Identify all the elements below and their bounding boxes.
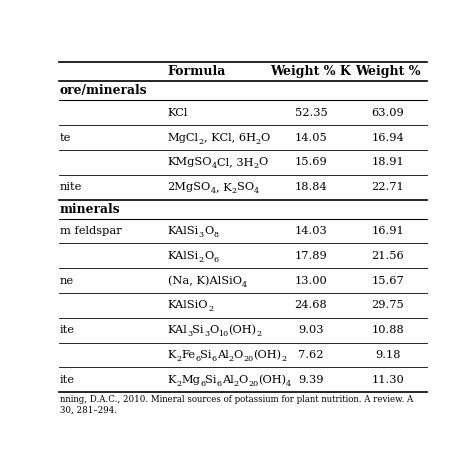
Text: 4: 4 (286, 380, 292, 388)
Text: 10.88: 10.88 (372, 325, 404, 335)
Text: 4: 4 (254, 187, 259, 195)
Text: O: O (234, 350, 243, 360)
Text: 2: 2 (256, 137, 261, 146)
Text: KCl: KCl (168, 108, 188, 118)
Text: 15.69: 15.69 (294, 157, 327, 167)
Text: Weight %: Weight % (356, 65, 421, 78)
Text: ite: ite (60, 375, 74, 385)
Text: O: O (239, 375, 248, 385)
Text: 52.35: 52.35 (294, 108, 327, 118)
Text: Si: Si (192, 325, 204, 335)
Text: 2: 2 (234, 380, 239, 388)
Text: K: K (168, 350, 176, 360)
Text: nning, D.A.C., 2010. Mineral sources of potassium for plant nutrition. A review.: nning, D.A.C., 2010. Mineral sources of … (60, 395, 413, 415)
Text: 63.09: 63.09 (372, 108, 404, 118)
Text: 3: 3 (187, 330, 192, 338)
Text: 2MgSO: 2MgSO (168, 182, 211, 192)
Text: 2: 2 (208, 305, 213, 313)
Text: Si: Si (201, 350, 212, 360)
Text: 6: 6 (217, 380, 222, 388)
Text: Si: Si (205, 375, 217, 385)
Text: O: O (209, 325, 219, 335)
Text: 21.56: 21.56 (372, 251, 404, 261)
Text: KAlSiO: KAlSiO (168, 301, 208, 310)
Text: 6: 6 (200, 380, 205, 388)
Text: 9.18: 9.18 (375, 350, 401, 360)
Text: 6: 6 (195, 355, 201, 363)
Text: 2: 2 (232, 187, 237, 195)
Text: KMgSO: KMgSO (168, 157, 212, 167)
Text: (Na, K)AlSiO: (Na, K)AlSiO (168, 275, 242, 286)
Text: SO: SO (237, 182, 254, 192)
Text: 4: 4 (212, 163, 217, 170)
Text: 2: 2 (176, 380, 181, 388)
Text: Formula: Formula (168, 65, 226, 78)
Text: 11.30: 11.30 (372, 375, 404, 385)
Text: K: K (168, 375, 176, 385)
Text: , K: , K (216, 182, 232, 192)
Text: 2: 2 (176, 355, 181, 363)
Text: 2: 2 (229, 355, 234, 363)
Text: 9.39: 9.39 (298, 375, 324, 385)
Text: 4: 4 (242, 281, 247, 289)
Text: (OH): (OH) (228, 325, 256, 336)
Text: 24.68: 24.68 (294, 301, 327, 310)
Text: 15.67: 15.67 (372, 275, 404, 286)
Text: 2: 2 (256, 330, 262, 338)
Text: Cl, 3H: Cl, 3H (217, 157, 254, 167)
Text: 7.62: 7.62 (298, 350, 324, 360)
Text: 2: 2 (282, 355, 286, 363)
Text: 22.71: 22.71 (372, 182, 404, 192)
Text: 17.89: 17.89 (294, 251, 327, 261)
Text: 16.94: 16.94 (372, 133, 404, 143)
Text: KAlSi: KAlSi (168, 226, 199, 236)
Text: 20: 20 (248, 380, 258, 388)
Text: 13.00: 13.00 (294, 275, 327, 286)
Text: O: O (204, 251, 213, 261)
Text: 4: 4 (211, 187, 216, 195)
Text: 9.03: 9.03 (298, 325, 324, 335)
Text: , KCl, 6H: , KCl, 6H (204, 133, 256, 143)
Text: ite: ite (60, 325, 74, 335)
Text: 6: 6 (213, 256, 219, 264)
Text: 2: 2 (199, 137, 204, 146)
Text: (OH): (OH) (258, 375, 286, 385)
Text: 20: 20 (243, 355, 253, 363)
Text: 2: 2 (199, 256, 204, 264)
Text: O: O (261, 133, 270, 143)
Text: O: O (259, 157, 268, 167)
Text: O: O (204, 226, 213, 236)
Text: Mg: Mg (181, 375, 200, 385)
Text: 3: 3 (199, 231, 204, 239)
Text: Fe: Fe (181, 350, 195, 360)
Text: KAl: KAl (168, 325, 187, 335)
Text: MgCl: MgCl (168, 133, 199, 143)
Text: 8: 8 (213, 231, 218, 239)
Text: ore/minerals: ore/minerals (60, 84, 147, 97)
Text: 18.84: 18.84 (294, 182, 327, 192)
Text: 6: 6 (212, 355, 217, 363)
Text: Al: Al (217, 350, 229, 360)
Text: 2: 2 (254, 163, 259, 170)
Text: 16.91: 16.91 (372, 226, 404, 236)
Text: minerals: minerals (60, 202, 120, 216)
Text: nite: nite (60, 182, 82, 192)
Text: ne: ne (60, 275, 74, 286)
Text: 14.05: 14.05 (294, 133, 327, 143)
Text: 14.03: 14.03 (294, 226, 327, 236)
Text: m feldspar: m feldspar (60, 226, 121, 236)
Text: 29.75: 29.75 (372, 301, 404, 310)
Text: Al: Al (222, 375, 234, 385)
Text: Weight % K: Weight % K (271, 65, 351, 78)
Text: (OH): (OH) (253, 350, 282, 360)
Text: 3: 3 (204, 330, 209, 338)
Text: 18.91: 18.91 (372, 157, 404, 167)
Text: 10: 10 (219, 330, 228, 338)
Text: te: te (60, 133, 71, 143)
Text: KAlSi: KAlSi (168, 251, 199, 261)
